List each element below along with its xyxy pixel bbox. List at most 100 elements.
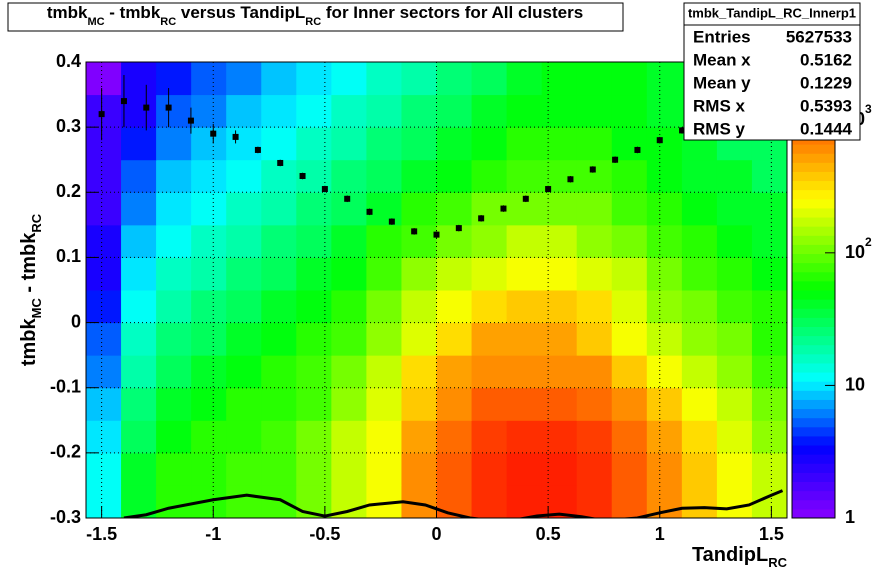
heatmap	[86, 62, 787, 518]
heatmap-cell	[646, 224, 683, 258]
profile-point	[120, 98, 127, 105]
heatmap-cell	[611, 62, 648, 96]
stats-key: Mean y	[693, 73, 751, 92]
x-tick-label: -1	[205, 524, 221, 544]
z-tick-base: 1	[845, 507, 855, 527]
heatmap-cell	[261, 355, 297, 389]
heatmap-cell	[506, 452, 543, 486]
color-band	[792, 153, 835, 163]
z-tick-base: 10	[845, 242, 865, 262]
heatmap-cell	[506, 94, 543, 128]
heatmap-cell	[646, 127, 683, 161]
heatmap-cell	[191, 355, 227, 389]
heatmap-cell	[121, 387, 157, 421]
x-axis-label: TandipLRC	[692, 544, 788, 570]
heatmap-cell	[471, 322, 508, 356]
heatmap-cell	[541, 224, 578, 258]
color-band	[792, 481, 835, 492]
heatmap-cell	[576, 420, 613, 454]
heatmap-cell	[156, 485, 192, 518]
heatmap-cell	[261, 322, 297, 356]
color-band	[792, 290, 835, 300]
heatmap-cell	[576, 159, 613, 193]
overlays	[98, 75, 784, 518]
subscript: RC	[768, 555, 787, 570]
profile-point	[656, 137, 663, 144]
heatmap-cell	[86, 452, 122, 486]
color-band	[792, 189, 835, 200]
heatmap-cell	[646, 322, 683, 356]
heatmap-cell	[716, 159, 753, 193]
heatmap-cell	[121, 192, 157, 226]
x-tick-label: 0	[431, 524, 441, 544]
heatmap-cell	[296, 290, 332, 324]
heatmap-cell	[401, 322, 437, 356]
heatmap-cell	[541, 485, 578, 518]
heatmap-cell	[681, 355, 718, 389]
profile-point	[679, 127, 686, 134]
stats-name: tmbk_TandipL_RC_Innerp1	[688, 5, 856, 20]
heatmap-cell	[681, 159, 718, 193]
heatmap-cell	[86, 290, 122, 324]
heatmap-cell	[296, 127, 332, 161]
heatmap-cell	[611, 127, 648, 161]
color-band	[792, 454, 835, 464]
color-band	[792, 399, 835, 410]
heatmap-cell	[506, 290, 543, 324]
heatmap-cell	[471, 127, 508, 161]
heatmap-cell	[436, 127, 473, 161]
profile-point	[500, 205, 507, 212]
heatmap-cell	[541, 290, 578, 324]
color-band	[792, 317, 835, 327]
heatmap-cell	[471, 355, 508, 389]
heatmap-cell	[261, 387, 297, 421]
x-tick-label: 1	[655, 524, 665, 544]
heatmap-cell	[576, 62, 613, 96]
heatmap-cell	[716, 452, 753, 486]
color-band	[792, 508, 835, 519]
heatmap-cell	[86, 355, 122, 389]
stats-value: 0.1229	[800, 73, 852, 92]
stats-key: RMS y	[693, 119, 746, 138]
heatmap-cell	[576, 127, 613, 161]
heatmap-cell	[611, 387, 648, 421]
heatmap-cell	[646, 159, 683, 193]
heatmap-cell	[471, 420, 508, 454]
heatmap-cell	[331, 322, 367, 356]
heatmap-cell	[366, 290, 402, 324]
profile-point	[277, 159, 284, 166]
heatmap-cell	[331, 420, 367, 454]
heatmap-cell	[156, 127, 192, 161]
heatmap-cell	[156, 62, 192, 96]
heatmap-cell	[261, 224, 297, 258]
heatmap-cell	[506, 127, 543, 161]
color-band	[792, 381, 835, 391]
heatmap-cell	[226, 224, 262, 258]
stats-key: RMS x	[693, 96, 746, 115]
heatmap-cell	[191, 159, 227, 193]
color-band	[792, 180, 835, 191]
heatmap-cell	[646, 452, 683, 486]
title-box	[7, 2, 624, 32]
heatmap-cell	[681, 485, 718, 518]
heatmap-cell	[226, 159, 262, 193]
color-band	[792, 207, 835, 218]
heatmap-cell	[506, 224, 543, 258]
heatmap-cell	[261, 420, 297, 454]
color-band	[792, 463, 835, 473]
heatmap-cell	[646, 257, 683, 291]
heatmap-cell	[401, 224, 437, 258]
heatmap-cell	[226, 387, 262, 421]
heatmap-cell	[156, 159, 192, 193]
z-tick-exponent: 3	[865, 102, 872, 116]
heatmap-cell	[296, 452, 332, 486]
chart-title: tmbkMC - tmbkRC versus TandipLRC for Inn…	[47, 3, 583, 27]
color-band	[792, 472, 835, 483]
heatmap-cell	[436, 355, 473, 389]
heatmap-cell	[121, 257, 157, 291]
label-text: - tmbk	[105, 3, 161, 22]
heatmap-cell	[226, 485, 262, 518]
heatmap-cell	[506, 159, 543, 193]
heatmap-cell	[681, 387, 718, 421]
color-band	[792, 162, 835, 172]
